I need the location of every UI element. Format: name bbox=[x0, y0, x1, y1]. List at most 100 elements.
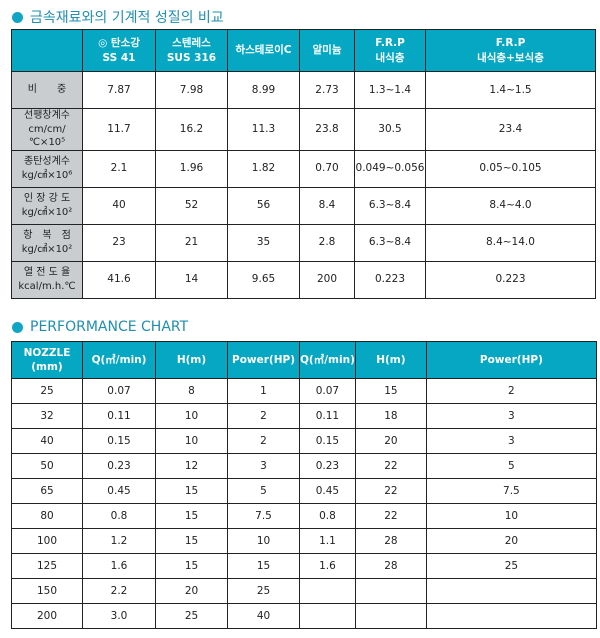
table-cell: 22 bbox=[354, 478, 427, 504]
cell-line-1: Q(㎥/min) bbox=[91, 353, 147, 366]
table-cell: 2 bbox=[227, 403, 300, 429]
table-cell: 40 bbox=[11, 428, 83, 454]
table-cell: 23.8 bbox=[299, 108, 355, 151]
table-cell: 0.11 bbox=[299, 403, 356, 429]
table-row: 50 0.23 12 3 0.23 22 5 bbox=[11, 453, 597, 479]
table-cell: 56 bbox=[227, 186, 300, 225]
table-cell: 80 bbox=[11, 503, 83, 529]
cell-line-2: SUS 316 bbox=[166, 51, 217, 64]
row-label: 비 중 bbox=[11, 71, 83, 109]
row-label: 항 복 점 kg/㎠×10² bbox=[11, 223, 83, 262]
cell-line-1: NOZZLE bbox=[23, 346, 71, 359]
column-header: 스텐레스 SUS 316 bbox=[155, 29, 228, 72]
table-cell: 3 bbox=[425, 403, 597, 429]
table-row: 32 0.11 10 2 0.11 18 3 bbox=[11, 403, 597, 429]
table-cell: 1.1 bbox=[299, 528, 356, 554]
row-label: 종탄성계수 kg/㎠×10⁶ bbox=[11, 149, 83, 188]
cell-line-1: 선팽창계수 bbox=[24, 110, 70, 121]
table-cell: 10 bbox=[155, 403, 228, 429]
cell-line-2: 내식층 bbox=[375, 51, 405, 64]
table-cell: 20 bbox=[425, 528, 597, 554]
cell-line-2: (mm) bbox=[31, 361, 63, 373]
table-row: 80 0.8 15 7.5 0.8 22 10 bbox=[11, 503, 597, 529]
cell-line-1: 하스테로이C bbox=[235, 44, 292, 57]
table-cell: 23 bbox=[82, 223, 156, 262]
row-label: 선팽창계수 cm/cm/℃×10⁵ bbox=[11, 108, 83, 151]
table-cell: 1.6 bbox=[82, 553, 156, 579]
table-cell: 15 bbox=[155, 478, 228, 504]
cell-line-2: kg/㎠×10⁶ bbox=[21, 169, 73, 181]
column-header: NOZZLE (mm) bbox=[11, 341, 83, 379]
table-cell: 65 bbox=[11, 478, 83, 504]
table-row: 인 장 강 도 kg/㎠×10² 40 52 56 8.4 6.3~8.4 8.4~4.0 bbox=[11, 186, 596, 225]
table-cell: 14 bbox=[155, 260, 228, 299]
table-cell: 3 bbox=[425, 428, 597, 454]
bullet-icon bbox=[12, 11, 23, 23]
table-cell: 7.5 bbox=[227, 503, 300, 529]
cell-line-1: H(m) bbox=[376, 353, 406, 366]
table-cell: 16.2 bbox=[155, 108, 228, 151]
table-cell: 1.6 bbox=[299, 553, 356, 579]
cell-line-1: 항 복 점 bbox=[23, 230, 71, 241]
table-cell: 2 bbox=[425, 378, 597, 404]
table-cell: 0.8 bbox=[82, 503, 156, 529]
table-row: 65 0.45 15 5 0.45 22 7.5 bbox=[11, 478, 597, 504]
column-header: Power(HP) bbox=[227, 341, 300, 379]
table-cell: 2.8 bbox=[299, 223, 355, 262]
table-cell: 3.0 bbox=[82, 603, 156, 629]
cell-line-2: 내식층+보식층 bbox=[477, 51, 544, 64]
bullet-icon bbox=[12, 321, 23, 333]
cell-line-2: kcal/m.h.℃ bbox=[18, 280, 76, 292]
table-cell: 52 bbox=[155, 186, 228, 225]
table-cell: 5 bbox=[425, 453, 597, 479]
cell-line-1: ◎ 탄소강 bbox=[98, 37, 140, 50]
table-cell: 3 bbox=[227, 453, 300, 479]
cell-line-1: 열 전 도 율 bbox=[23, 267, 71, 278]
table-cell bbox=[299, 603, 356, 629]
cell-line-1: Power(HP) bbox=[479, 353, 543, 366]
table-cell bbox=[425, 603, 597, 629]
table-cell: 15 bbox=[354, 378, 427, 404]
table-cell: 10 bbox=[155, 428, 228, 454]
section-title-performance-chart: PERFORMANCE CHART bbox=[12, 319, 188, 335]
table-cell: 1 bbox=[227, 378, 300, 404]
cell-line-1: 비 중 bbox=[27, 84, 67, 96]
table-cell: 15 bbox=[155, 503, 228, 529]
table-cell: 20 bbox=[155, 578, 228, 604]
table-cell: 8.4~4.0 bbox=[425, 186, 596, 225]
cell-line-1: 알미늄 bbox=[312, 44, 342, 57]
table-cell: 0.05~0.105 bbox=[425, 149, 596, 188]
table-cell: 22 bbox=[354, 503, 427, 529]
column-header: F.R.P 내식층+보식층 bbox=[425, 29, 596, 72]
column-header: Q(㎥/min) bbox=[299, 341, 356, 379]
table-cell: 7.98 bbox=[155, 71, 228, 109]
table-cell: 100 bbox=[11, 528, 83, 554]
table-cell: 1.3~1.4 bbox=[354, 71, 426, 109]
table-cell bbox=[354, 578, 427, 604]
table-cell: 11.7 bbox=[82, 108, 156, 151]
table-row: 150 2.2 20 25 bbox=[11, 578, 597, 604]
table-cell: 0.70 bbox=[299, 149, 355, 188]
table-cell: 0.8 bbox=[299, 503, 356, 529]
table-cell: 25 bbox=[155, 603, 228, 629]
table-cell: 0.11 bbox=[82, 403, 156, 429]
table-row: 200 3.0 25 40 bbox=[11, 603, 597, 629]
table-cell: 8.99 bbox=[227, 71, 300, 109]
table-cell: 2 bbox=[227, 428, 300, 454]
table-cell: 0.15 bbox=[82, 428, 156, 454]
table-cell: 1.82 bbox=[227, 149, 300, 188]
cell-line-2: cm/cm/℃×10⁵ bbox=[28, 123, 66, 149]
cell-line-1: F.R.P bbox=[375, 37, 405, 50]
table-row: 100 1.2 15 10 1.1 28 20 bbox=[11, 528, 597, 554]
table-cell: 22 bbox=[354, 453, 427, 479]
row-label: 인 장 강 도 kg/㎠×10² bbox=[11, 186, 83, 225]
table-cell: 18 bbox=[354, 403, 427, 429]
column-header: H(m) bbox=[155, 341, 228, 379]
table-cell: 0.45 bbox=[82, 478, 156, 504]
table-cell bbox=[425, 578, 597, 604]
table-cell: 7.87 bbox=[82, 71, 156, 109]
cell-line-2: SS 41 bbox=[102, 51, 136, 64]
table-cell: 25 bbox=[11, 378, 83, 404]
table-cell: 2.2 bbox=[82, 578, 156, 604]
table-row: 25 0.07 8 1 0.07 15 2 bbox=[11, 378, 597, 404]
